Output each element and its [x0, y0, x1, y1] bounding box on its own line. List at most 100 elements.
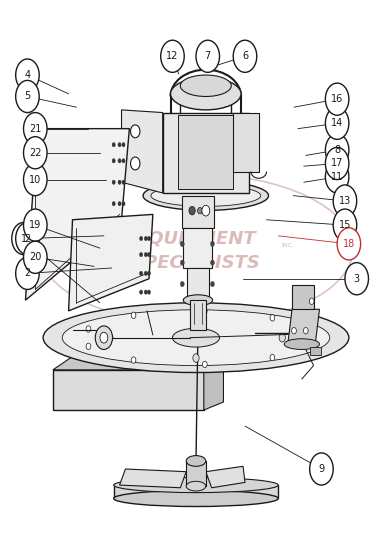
FancyBboxPatch shape — [190, 300, 206, 330]
Text: 20: 20 — [29, 252, 42, 262]
FancyBboxPatch shape — [183, 228, 212, 268]
Ellipse shape — [180, 75, 231, 96]
Circle shape — [303, 327, 308, 334]
Text: 8: 8 — [334, 145, 340, 155]
Polygon shape — [178, 115, 233, 189]
Polygon shape — [292, 285, 314, 309]
Polygon shape — [163, 113, 249, 193]
Circle shape — [211, 260, 214, 265]
Circle shape — [325, 147, 349, 180]
Circle shape — [147, 236, 151, 241]
Circle shape — [12, 222, 35, 255]
Circle shape — [202, 361, 207, 368]
Circle shape — [118, 143, 121, 147]
Circle shape — [202, 205, 210, 216]
Circle shape — [180, 281, 184, 287]
Circle shape — [333, 185, 357, 217]
Circle shape — [107, 333, 113, 342]
Circle shape — [140, 252, 143, 257]
Polygon shape — [25, 129, 129, 300]
Circle shape — [112, 202, 115, 206]
Circle shape — [279, 333, 285, 342]
Circle shape — [122, 180, 125, 184]
Text: 11: 11 — [331, 172, 343, 182]
Circle shape — [16, 80, 39, 113]
Circle shape — [292, 327, 296, 334]
Circle shape — [211, 241, 214, 247]
Polygon shape — [310, 347, 321, 355]
Circle shape — [189, 206, 195, 215]
Text: 12: 12 — [166, 51, 179, 61]
Circle shape — [345, 263, 368, 295]
Circle shape — [325, 161, 349, 193]
Text: 2: 2 — [24, 269, 31, 278]
Circle shape — [118, 202, 121, 206]
Circle shape — [233, 40, 257, 72]
Circle shape — [118, 180, 121, 184]
Circle shape — [86, 326, 91, 332]
Circle shape — [180, 241, 184, 247]
Text: 16: 16 — [331, 94, 343, 104]
Circle shape — [147, 290, 151, 294]
Circle shape — [309, 298, 314, 304]
FancyBboxPatch shape — [182, 196, 214, 228]
Polygon shape — [186, 461, 206, 486]
Ellipse shape — [43, 303, 349, 373]
Circle shape — [147, 252, 151, 257]
Circle shape — [140, 271, 143, 276]
Polygon shape — [288, 309, 319, 341]
Polygon shape — [114, 485, 278, 498]
Circle shape — [161, 40, 184, 72]
Circle shape — [16, 222, 39, 255]
Circle shape — [24, 113, 47, 145]
Ellipse shape — [183, 295, 212, 306]
Polygon shape — [233, 113, 259, 172]
Text: 9: 9 — [318, 464, 325, 474]
Ellipse shape — [114, 478, 278, 493]
Polygon shape — [53, 370, 204, 410]
Circle shape — [16, 257, 39, 289]
Text: 6: 6 — [242, 51, 248, 61]
Ellipse shape — [186, 481, 206, 491]
Circle shape — [140, 236, 143, 241]
Circle shape — [337, 228, 361, 260]
Text: 17: 17 — [331, 159, 343, 168]
Ellipse shape — [62, 310, 330, 366]
Ellipse shape — [114, 490, 278, 507]
Circle shape — [144, 290, 147, 294]
Circle shape — [180, 260, 184, 265]
Circle shape — [147, 271, 151, 276]
Circle shape — [24, 137, 47, 169]
Circle shape — [118, 159, 121, 163]
Polygon shape — [53, 356, 223, 370]
Ellipse shape — [151, 185, 261, 206]
Circle shape — [144, 236, 147, 241]
Circle shape — [131, 125, 140, 138]
Circle shape — [131, 357, 136, 363]
Circle shape — [306, 330, 310, 336]
Circle shape — [198, 207, 202, 214]
Text: 4: 4 — [24, 70, 31, 80]
Text: 18: 18 — [343, 239, 355, 249]
Polygon shape — [204, 356, 223, 410]
Circle shape — [211, 281, 214, 287]
Text: 2: 2 — [24, 234, 31, 243]
Circle shape — [325, 134, 349, 166]
Circle shape — [333, 209, 357, 241]
Text: 22: 22 — [29, 148, 42, 158]
Circle shape — [16, 59, 39, 91]
Text: 7: 7 — [205, 51, 211, 61]
Ellipse shape — [171, 78, 241, 110]
Circle shape — [140, 290, 143, 294]
Text: 1: 1 — [20, 234, 27, 243]
Circle shape — [270, 354, 275, 361]
Text: 13: 13 — [339, 196, 351, 206]
Circle shape — [112, 180, 115, 184]
Circle shape — [112, 159, 115, 163]
Circle shape — [122, 159, 125, 163]
Circle shape — [100, 332, 108, 343]
Polygon shape — [120, 469, 186, 488]
Circle shape — [122, 202, 125, 206]
Circle shape — [131, 312, 136, 318]
Text: 15: 15 — [339, 220, 351, 230]
